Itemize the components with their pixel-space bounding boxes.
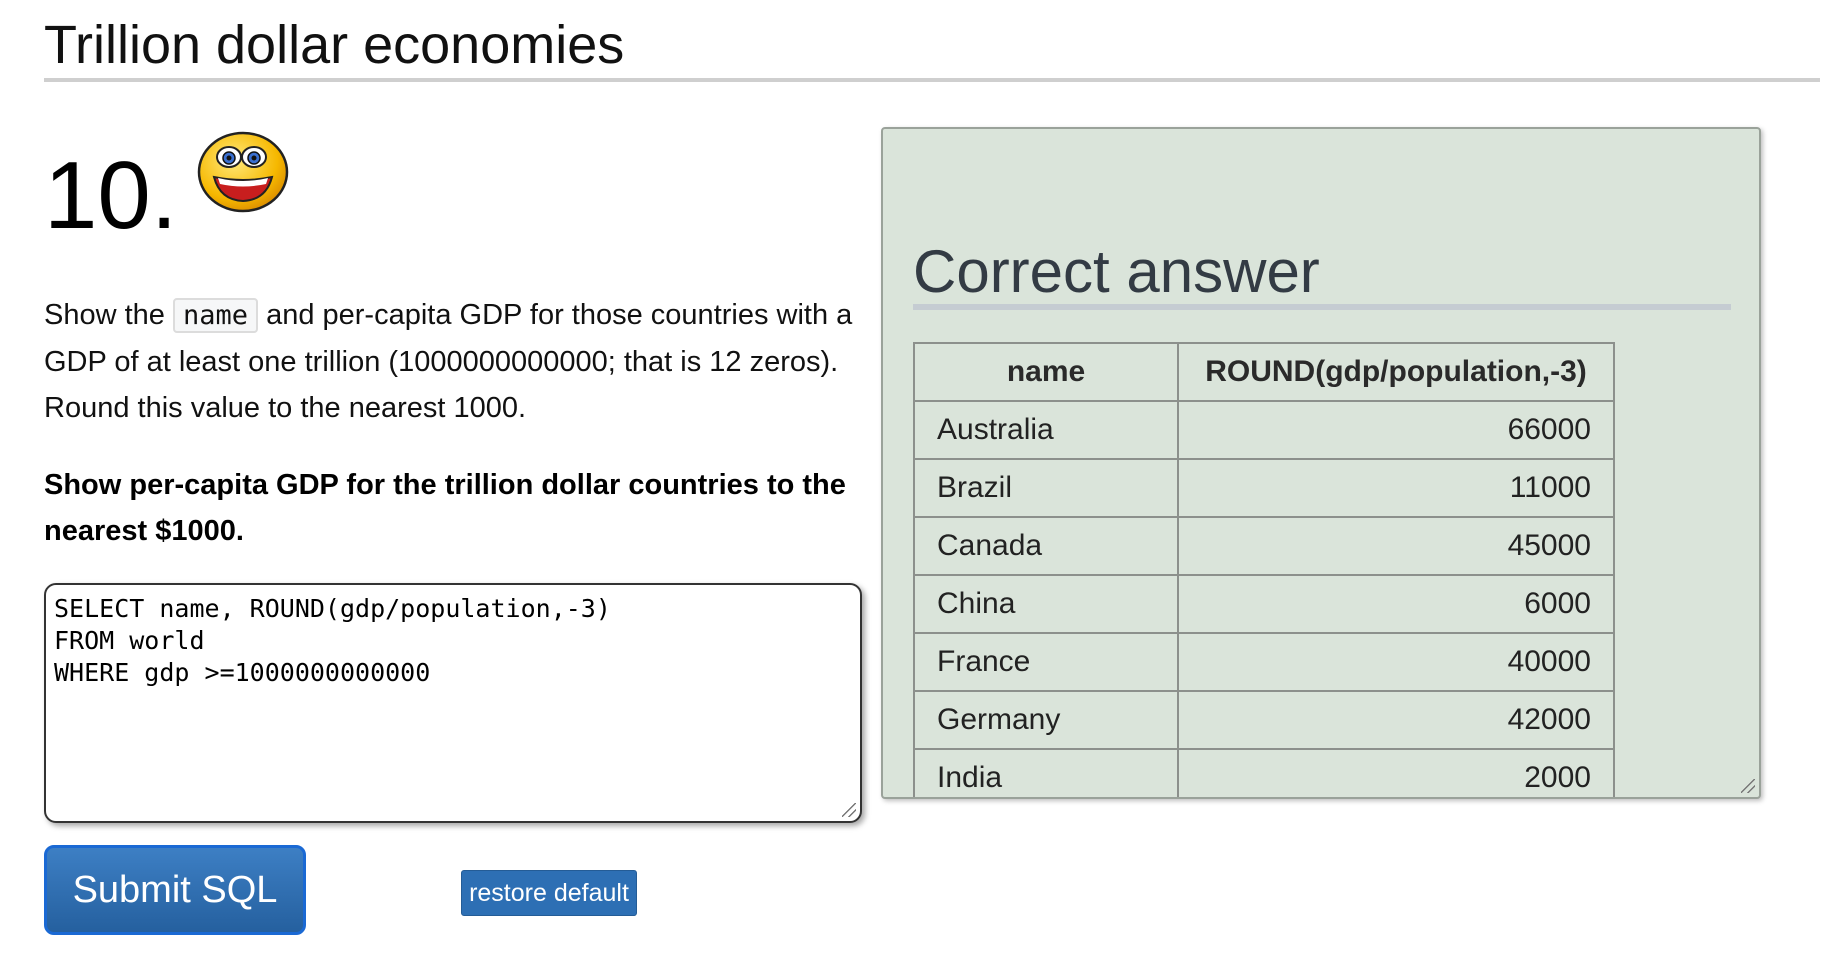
table-row: India 2000 — [913, 748, 1615, 797]
restore-default-button[interactable]: restore default — [461, 870, 637, 916]
cell-value: 66000 — [1177, 400, 1615, 460]
task-statement: Show per-capita GDP for the trillion dol… — [44, 469, 846, 547]
cell-country: India — [913, 748, 1179, 797]
table-row: Brazil 11000 — [913, 458, 1615, 518]
page-title: Trillion dollar economies — [44, 15, 625, 75]
panel-resize-handle[interactable] — [1741, 779, 1755, 793]
table-row: Canada 45000 — [913, 516, 1615, 576]
cell-value: 2000 — [1177, 748, 1615, 797]
title-divider — [44, 78, 1820, 82]
cell-value: 45000 — [1177, 516, 1615, 576]
cell-value: 42000 — [1177, 690, 1615, 750]
cell-country: Australia — [913, 400, 1179, 460]
prompt-text-start: Show the — [44, 299, 173, 331]
column-header-round: ROUND(gdp/population,-3) — [1177, 342, 1615, 402]
table-header-row: name ROUND(gdp/population,-3) — [913, 342, 1615, 402]
submit-sql-button[interactable]: Submit SQL — [44, 845, 306, 935]
answer-title: Correct answer — [913, 238, 1320, 305]
cell-country: Canada — [913, 516, 1179, 576]
table-row: France 40000 — [913, 632, 1615, 692]
correct-answer-panel[interactable]: Correct answer name ROUND(gdp/population… — [881, 127, 1761, 799]
table-row: Germany 42000 — [913, 690, 1615, 750]
question-description: Show the name and per-capita GDP for tho… — [44, 292, 864, 431]
cell-value: 11000 — [1177, 458, 1615, 518]
question-number: 10. — [44, 142, 178, 249]
prompt-text-end: and per-capita GDP for those countries w… — [44, 299, 853, 424]
cell-value: 6000 — [1177, 574, 1615, 634]
cell-country: Brazil — [913, 458, 1179, 518]
cell-country: France — [913, 632, 1179, 692]
sql-query-text[interactable]: SELECT name, ROUND(gdp/population,-3) FR… — [54, 594, 611, 687]
answer-divider — [913, 304, 1731, 310]
column-header-name: name — [913, 342, 1179, 402]
cell-country: Germany — [913, 690, 1179, 750]
editor-resize-handle[interactable] — [842, 803, 856, 817]
table-row: Australia 66000 — [913, 400, 1615, 460]
code-term-name: name — [172, 298, 259, 333]
table-row: China 6000 — [913, 574, 1615, 634]
cell-country: China — [913, 574, 1179, 634]
cell-value: 40000 — [1177, 632, 1615, 692]
answer-table: name ROUND(gdp/population,-3) Australia … — [913, 342, 1615, 797]
grinning-smiley-icon — [197, 131, 289, 213]
sql-editor[interactable]: SELECT name, ROUND(gdp/population,-3) FR… — [44, 583, 862, 823]
